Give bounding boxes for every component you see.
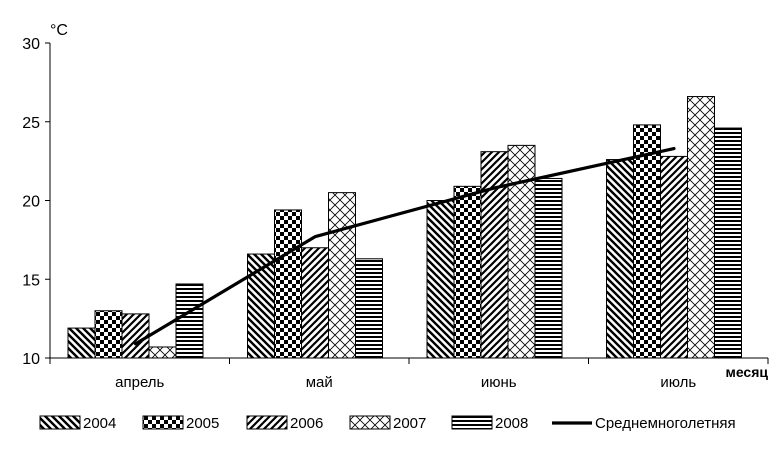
legend-label: 2007 [393,415,426,432]
legend-swatch-2007 [349,415,391,430]
legend: 2004 2005 2006 2007 2008 Среднемноголетняя [39,415,736,432]
bar-2004-июнь [426,200,455,359]
bar-2008-июль [714,127,742,359]
y-ticks: 10 15 20 25 30 [22,36,50,368]
bar-2007-июль [687,96,715,359]
y-unit-label: °C [50,22,68,39]
legend-swatch-2008 [451,415,493,430]
bar-2007-июнь [507,144,536,359]
legend-swatch-2004 [39,415,81,430]
y-tick-label: 10 [22,351,40,368]
x-tick-label: июнь [481,374,517,391]
bar-2005-июнь [453,185,482,359]
bar-2006-апрель [121,313,150,359]
x-ticks: апрель май июнь июль [49,358,769,391]
x-tick-label: май [306,374,333,391]
legend-swatch-2006 [246,415,288,430]
bar-2004-июль [606,159,634,359]
bar-2005-апрель [94,310,123,359]
bar-2006-май [301,247,329,359]
x-tick-label: июль [660,374,696,391]
y-tick-label: 20 [22,194,40,211]
bar-2006-июль [660,155,688,359]
legend-label: 2004 [83,415,116,432]
bar-2007-май [328,192,356,359]
x-tick-label: апрель [115,374,164,391]
y-tick-label: 25 [22,115,40,132]
bar-2004-май [247,253,275,359]
bar-2006-июнь [480,151,509,359]
average-line [133,146,676,346]
y-tick-label: 30 [22,36,40,53]
legend-label: Среднемноголетняя [595,415,736,432]
bar-2008-апрель [175,283,204,359]
bar-2008-июнь [534,177,563,359]
y-tick-label: 15 [22,272,40,289]
bar-2008-май [355,258,383,359]
bar-2004-апрель [67,327,96,359]
legend-label: 2006 [290,415,323,432]
x-axis-label: месяц [725,364,768,380]
bars [67,96,742,359]
bar-2005-май [274,209,302,359]
bar-2007-апрель [148,346,177,359]
legend-label: 2005 [186,415,219,432]
legend-label: 2008 [495,415,528,432]
legend-swatch-2005 [142,415,184,430]
bar-2005-июль [633,124,661,359]
plot-area: 10 15 20 25 30 апрель май июнь июль [22,36,769,391]
